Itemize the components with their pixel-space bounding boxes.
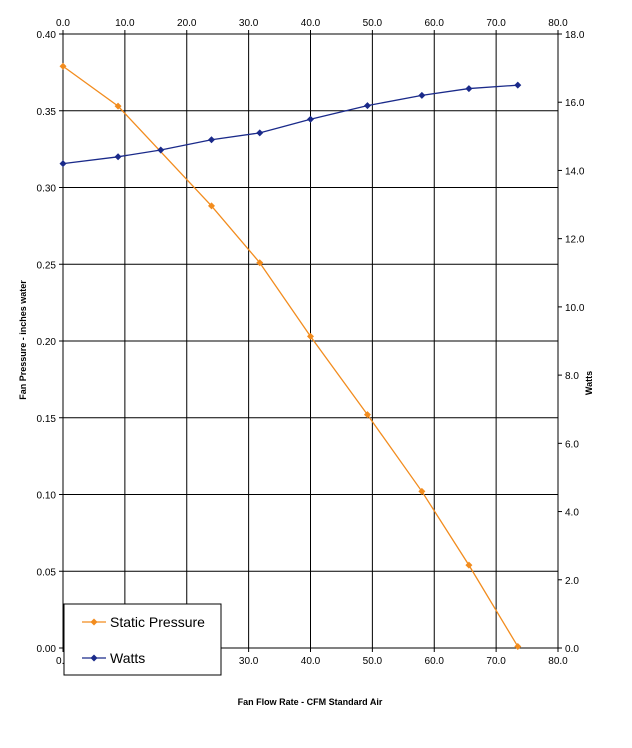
x-top-tick-label: 10.0 <box>115 18 135 29</box>
y-tick-label: 0.35 <box>37 107 57 118</box>
x-bottom-tick-label: 40.0 <box>301 656 321 667</box>
y2-tick-label: 4.0 <box>565 508 579 519</box>
watts-point <box>59 160 67 168</box>
right-axis-ticks: 0.0 2.0 4.0 6.0 8.0 10.0 12.0 14.0 16.0 18.0 <box>558 30 585 655</box>
watts-point <box>418 91 426 99</box>
y2-tick-label: 18.0 <box>565 30 585 41</box>
y-tick-label: 0.05 <box>37 567 57 578</box>
legend-watts-label: Watts <box>110 650 145 666</box>
x-bottom-tick-label: 70.0 <box>486 656 506 667</box>
x-top-tick-label: 20.0 <box>177 18 197 29</box>
y2-tick-label: 6.0 <box>565 439 579 450</box>
static-pressure-point <box>514 642 522 650</box>
x-top-tick-label: 40.0 <box>301 18 321 29</box>
legend-static-pressure-marker <box>90 618 98 626</box>
y2-tick-label: 0.0 <box>565 644 579 655</box>
y2-tick-label: 14.0 <box>565 166 585 177</box>
y2-tick-label: 12.0 <box>565 235 585 246</box>
watts-point <box>157 146 165 154</box>
x-top-tick-label: 80.0 <box>548 18 568 29</box>
y-tick-label: 0.15 <box>37 414 57 425</box>
static-pressure-point <box>418 487 426 495</box>
x-bottom-tick-label: 30.0 <box>239 656 259 667</box>
y2-tick-label: 10.0 <box>565 303 585 314</box>
static-pressure-point <box>59 62 67 70</box>
x-bottom-tick-label: 0.0 <box>56 656 70 667</box>
watts-point <box>307 115 314 123</box>
x-top-tick-label: 0.0 <box>56 18 70 29</box>
x-bottom-tick-label: 60.0 <box>425 656 445 667</box>
y2-axis-title: Watts <box>584 371 594 395</box>
y-tick-label: 0.30 <box>37 184 57 195</box>
legend: Static Pressure Watts <box>63 603 222 676</box>
watts-line <box>62 84 518 165</box>
legend-box <box>63 603 222 676</box>
y-tick-label: 0.20 <box>37 337 57 348</box>
x-bottom-tick-label: 50.0 <box>363 656 383 667</box>
legend-static-pressure-label: Static Pressure <box>110 614 205 630</box>
y-tick-label: 0.40 <box>37 30 57 41</box>
watts-point <box>514 81 522 89</box>
legend-watts-marker <box>90 654 98 662</box>
static-pressure-point <box>307 332 314 340</box>
x-top-tick-label: 50.0 <box>363 18 383 29</box>
y2-tick-label: 2.0 <box>565 576 579 587</box>
static-pressure-point <box>363 411 371 419</box>
series-layer <box>59 62 522 650</box>
watts-point <box>256 129 264 137</box>
y2-tick-label: 16.0 <box>565 98 585 109</box>
x-axis-title: Fan Flow Rate - CFM Standard Air <box>238 697 383 707</box>
watts-point <box>465 85 473 93</box>
y-tick-label: 0.25 <box>37 260 57 271</box>
x-top-tick-label: 60.0 <box>425 18 445 29</box>
y-axis-title: Fan Pressure - inches water <box>18 280 28 400</box>
watts-point <box>208 136 215 144</box>
left-axis-ticks: 0.00 0.05 0.10 0.15 0.20 0.25 0.30 0.35 0.40 <box>37 30 63 655</box>
x-top-tick-label: 70.0 <box>486 18 506 29</box>
static-pressure-point <box>465 561 473 569</box>
static-pressure-point <box>208 202 215 210</box>
x-bottom-tick-label: 80.0 <box>548 656 568 667</box>
static-pressure-point <box>256 259 264 267</box>
x-top-tick-label: 30.0 <box>239 18 259 29</box>
y-tick-label: 0.00 <box>37 644 57 655</box>
y2-tick-label: 8.0 <box>565 371 579 382</box>
watts-point <box>114 153 122 161</box>
top-axis-ticks: 0.0 10.0 20.0 30.0 40.0 50.0 60.0 70.0 80.0 <box>56 18 568 34</box>
watts-point <box>363 102 371 110</box>
static-pressure-point <box>114 102 122 110</box>
y-tick-label: 0.10 <box>37 491 57 502</box>
